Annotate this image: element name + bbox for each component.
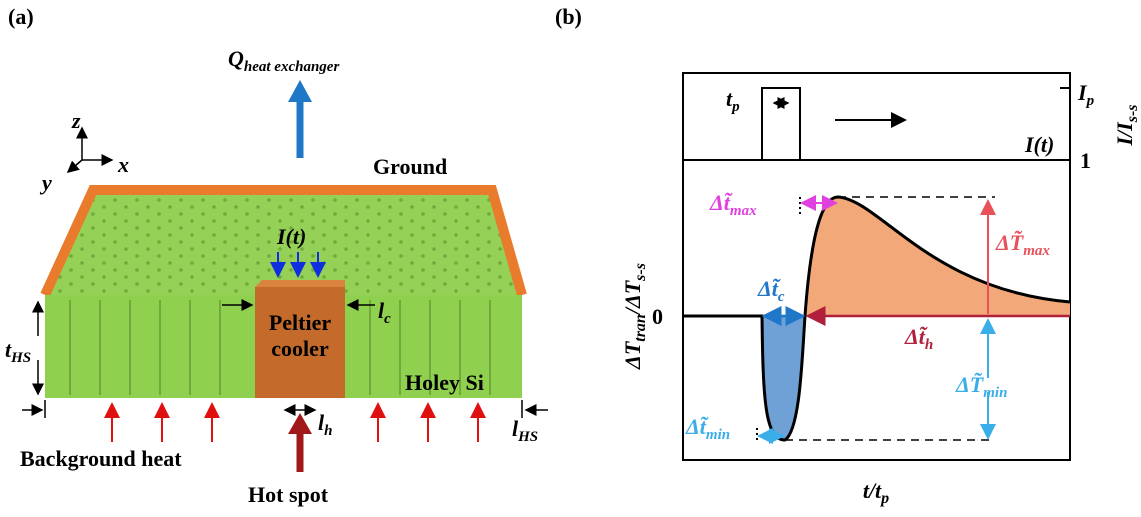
figure: (a) Qheat exchanger z x y Ground Peltier… — [0, 0, 1141, 517]
pulse — [683, 88, 800, 160]
axis-z: z — [71, 108, 81, 133]
dTmin-label: ΔT̃min — [955, 372, 1007, 401]
tp-label: tp — [726, 86, 740, 115]
ths-label: tHS — [5, 337, 31, 366]
lhs-label: lHS — [512, 416, 538, 445]
x-axis-label: t/tp — [863, 478, 889, 507]
current-label: I(t) — [1024, 132, 1054, 157]
dTmax-label: ΔT̃max — [995, 230, 1050, 259]
lh-label: lh — [318, 410, 332, 439]
page: {"panel_a":{"label":"(a)","heat_exchange… — [0, 0, 1141, 517]
dth-label: Δt̃h — [904, 324, 933, 353]
peltier-top — [255, 280, 345, 287]
y-axis-label: ΔTtran/ΔTs-s — [620, 263, 649, 370]
peltier-label: Peltier — [269, 310, 332, 335]
ground-label: Ground — [373, 154, 447, 179]
dtc-label: Δt̃c — [757, 276, 785, 305]
heat-arrow-head — [288, 80, 312, 102]
tick-0: 0 — [652, 304, 663, 329]
ip-label: Ip — [1077, 80, 1095, 109]
axis-x: x — [117, 152, 129, 177]
tick-1: 1 — [1080, 148, 1091, 173]
dtmin-label: Δt̃min — [685, 414, 730, 443]
peltier-label: cooler — [271, 336, 329, 361]
axes-icon — [68, 128, 112, 172]
background-heat-label: Background heat — [20, 446, 182, 471]
panel-label: (b) — [555, 4, 582, 29]
panel-label: (a) — [8, 4, 34, 29]
holey-si-label: Holey Si — [405, 370, 484, 395]
current-label: I(t) — [276, 224, 306, 249]
axis-y: y — [39, 170, 52, 195]
heat-exchanger-label: Qheat exchanger — [228, 46, 339, 75]
dtmax-label: Δt̃max — [709, 190, 757, 219]
hot-spot-arrow-head — [288, 413, 312, 434]
right-axis-label: I/Is-s — [1112, 104, 1141, 146]
hot-spot-label: Hot spot — [248, 482, 329, 507]
